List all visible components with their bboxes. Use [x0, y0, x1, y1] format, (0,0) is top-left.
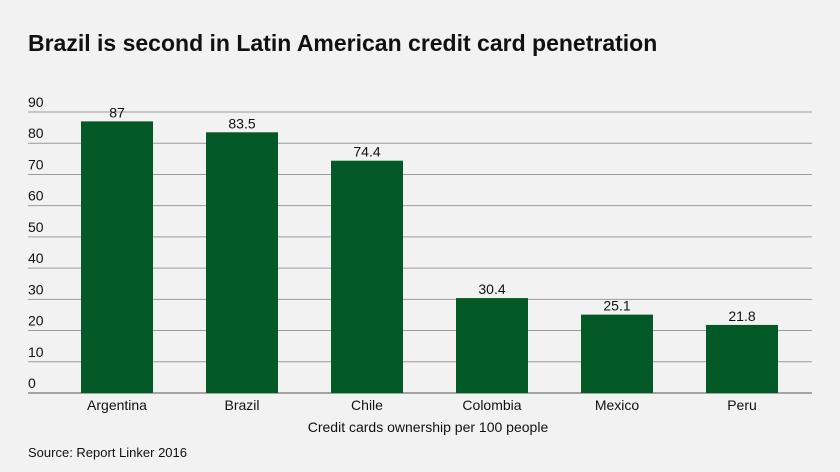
bar — [206, 132, 278, 394]
y-tick-label: 90 — [28, 94, 44, 110]
x-tick-label: Argentina — [87, 397, 147, 413]
bar — [331, 160, 403, 393]
y-tick-label: 0 — [28, 375, 36, 391]
value-labels: 87 83.5 74.4 30.4 25.1 21.8 — [109, 104, 756, 324]
y-tick-label: 70 — [28, 156, 44, 172]
x-axis-label: Credit cards ownership per 100 people — [308, 419, 549, 435]
y-tick-label: 60 — [28, 188, 44, 204]
value-label: 87 — [109, 104, 125, 120]
bar — [581, 314, 653, 393]
x-tick-label: Chile — [351, 397, 383, 413]
x-tick-label: Colombia — [462, 397, 521, 413]
chart-title: Brazil is second in Latin American credi… — [28, 30, 658, 56]
value-label: 21.8 — [728, 308, 755, 324]
bar — [456, 298, 528, 393]
y-tick-label: 10 — [28, 344, 44, 360]
value-label: 30.4 — [478, 281, 505, 297]
bar — [706, 324, 778, 393]
source-note: Source: Report Linker 2016 — [28, 445, 187, 460]
y-tick-label: 50 — [28, 219, 44, 235]
x-tick-labels: Argentina Brazil Chile Colombia Mexico Peru — [87, 397, 757, 413]
x-tick-label: Mexico — [595, 397, 640, 413]
value-label: 83.5 — [228, 115, 255, 131]
bars — [81, 121, 778, 394]
y-tick-label: 40 — [28, 250, 44, 266]
bar — [81, 121, 153, 393]
y-tick-label: 30 — [28, 281, 44, 297]
gridlines — [28, 111, 812, 394]
x-tick-label: Peru — [727, 397, 757, 413]
y-tick-labels: 0 10 20 30 40 50 60 70 80 90 — [28, 94, 44, 391]
value-label: 25.1 — [603, 298, 630, 314]
value-label: 74.4 — [353, 144, 380, 160]
y-tick-label: 80 — [28, 125, 44, 141]
y-tick-label: 20 — [28, 313, 44, 329]
x-tick-label: Brazil — [224, 397, 259, 413]
